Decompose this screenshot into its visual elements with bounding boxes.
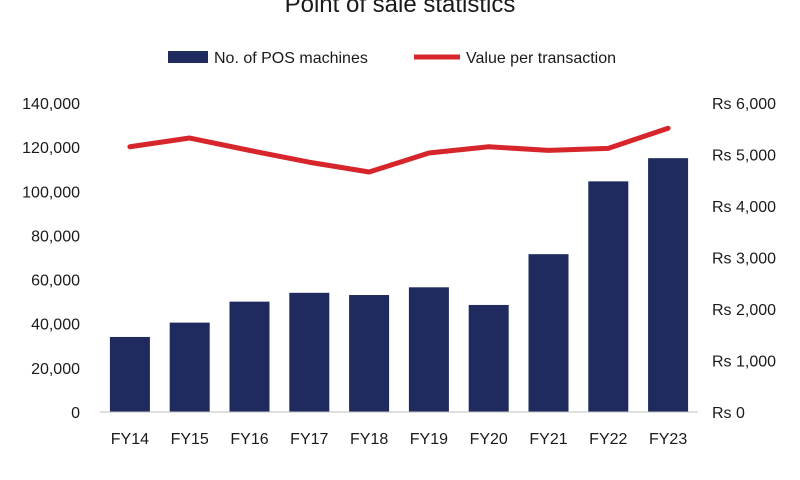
right-axis-tick-label: Rs 0 bbox=[712, 405, 745, 422]
x-axis-tick-label: FY18 bbox=[350, 431, 388, 448]
left-axis-tick-label: 140,000 bbox=[22, 96, 80, 113]
x-axis-tick-label: FY15 bbox=[171, 431, 209, 448]
left-axis-tick-label: 40,000 bbox=[31, 317, 80, 334]
x-axis-tick-label: FY23 bbox=[649, 431, 687, 448]
legend: No. of POS machines Value per transactio… bbox=[168, 50, 616, 67]
left-y-axis: 0 20,000 40,000 60,000 80,000 100,000 120,000 1… bbox=[22, 96, 80, 422]
bar-fy20 bbox=[468, 304, 509, 412]
bar-fy23 bbox=[648, 158, 689, 412]
value-per-transaction-line bbox=[127, 125, 671, 175]
bar-series-pos-machines bbox=[109, 158, 689, 412]
x-axis-tick-label: FY16 bbox=[230, 431, 268, 448]
bar-fy15 bbox=[169, 322, 210, 412]
left-axis-tick-label: 120,000 bbox=[22, 140, 80, 157]
line-series-value-per-transaction bbox=[127, 125, 671, 175]
x-axis-tick-label: FY19 bbox=[410, 431, 448, 448]
left-axis-tick-label: 0 bbox=[71, 405, 80, 422]
bar-fy18 bbox=[349, 295, 390, 412]
bar-fy17 bbox=[289, 292, 330, 412]
bar-fy22 bbox=[588, 181, 629, 412]
legend-label-pos-machines: No. of POS machines bbox=[214, 50, 368, 67]
right-axis-tick-label: Rs 2,000 bbox=[712, 302, 776, 319]
left-axis-tick-label: 80,000 bbox=[31, 228, 80, 245]
bar-fy14 bbox=[109, 336, 150, 412]
legend-label-value-per-transaction: Value per transaction bbox=[466, 50, 616, 67]
x-axis: FY14 FY15 FY16 FY17 FY18 FY19 FY20 FY21 FY22 FY23 bbox=[111, 431, 688, 448]
left-axis-tick-label: 100,000 bbox=[22, 184, 80, 201]
chart-title: Point of sale statistics bbox=[285, 0, 516, 18]
bar-fy19 bbox=[408, 287, 449, 412]
right-axis-tick-label: Rs 6,000 bbox=[712, 96, 776, 113]
right-axis-tick-label: Rs 5,000 bbox=[712, 148, 776, 165]
x-axis-tick-label: FY22 bbox=[589, 431, 627, 448]
bar-fy21 bbox=[528, 254, 569, 412]
left-axis-tick-label: 60,000 bbox=[31, 273, 80, 290]
legend-swatch-pos-machines bbox=[168, 51, 208, 63]
x-axis-tick-label: FY21 bbox=[529, 431, 567, 448]
bar-fy16 bbox=[229, 301, 270, 412]
x-axis-tick-label: FY14 bbox=[111, 431, 149, 448]
right-axis-tick-label: Rs 1,000 bbox=[712, 354, 776, 371]
right-axis-tick-label: Rs 4,000 bbox=[712, 199, 776, 216]
right-y-axis: Rs 0 Rs 1,000 Rs 2,000 Rs 3,000 Rs 4,000 Rs 5… bbox=[712, 96, 776, 422]
left-axis-tick-label: 20,000 bbox=[31, 361, 80, 378]
x-axis-tick-label: FY17 bbox=[290, 431, 328, 448]
x-axis-tick-label: FY20 bbox=[470, 431, 508, 448]
right-axis-tick-label: Rs 3,000 bbox=[712, 251, 776, 268]
